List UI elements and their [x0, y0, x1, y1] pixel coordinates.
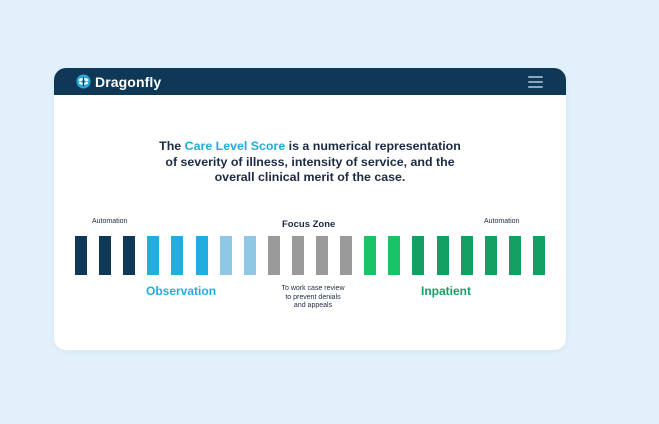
- score-bar: [460, 236, 473, 275]
- score-bar: [436, 236, 449, 275]
- score-bar: [99, 236, 112, 275]
- headline-line-2: of severity of illness, intensity of ser…: [165, 154, 455, 169]
- right-automation-label: Automation: [484, 218, 520, 225]
- score-bar: [412, 236, 425, 275]
- score-bar: [484, 236, 497, 275]
- focus-note-line: and appeals: [293, 302, 333, 310]
- score-bar: [219, 236, 232, 275]
- focus-note-line: To work case review: [281, 285, 345, 292]
- care-level-score-highlight: Care Level Score: [184, 139, 286, 153]
- score-bar: [123, 236, 136, 275]
- headline: The Care Level Score is a numerical repr…: [54, 139, 566, 186]
- score-bar: [532, 236, 545, 275]
- score-bar: [147, 236, 160, 275]
- observation-label: Observation: [146, 284, 217, 298]
- score-bar: [508, 236, 521, 275]
- headline-suffix: is a numerical representation: [285, 139, 461, 153]
- top-navigation-bar: Dragonfly: [54, 68, 566, 95]
- headline-prefix: The: [159, 139, 185, 153]
- score-bar: [291, 236, 304, 275]
- score-scale-bars: [54, 68, 566, 350]
- brand-name: Dragonfly: [95, 73, 162, 90]
- score-bar: [171, 236, 184, 275]
- headline-line-1: The Care Level Score is a numerical repr…: [54, 139, 566, 155]
- inpatient-label: Inpatient: [421, 284, 471, 298]
- focus-note-line: to prevent denials: [285, 293, 341, 301]
- left-automation-label: Automation: [92, 218, 128, 225]
- headline-line-3: overall clinical merit of the case.: [214, 170, 406, 184]
- score-bar: [316, 236, 328, 275]
- focus-zone-note: To work case review to prevent denials a…: [259, 285, 367, 311]
- score-bar: [364, 236, 377, 275]
- brand-logo[interactable]: Dragonfly: [76, 73, 161, 90]
- dragonfly-logo-icon: [76, 74, 91, 89]
- score-bar: [267, 236, 280, 275]
- score-bar: [243, 236, 256, 275]
- focus-zone-label: Focus Zone: [282, 219, 336, 230]
- content-card: Dragonfly The Care Level Score is a nume…: [54, 68, 566, 350]
- hamburger-menu-icon[interactable]: [528, 76, 543, 88]
- score-bar: [340, 236, 353, 275]
- score-bar: [75, 236, 87, 275]
- score-bar: [388, 236, 401, 275]
- score-bar: [195, 236, 208, 275]
